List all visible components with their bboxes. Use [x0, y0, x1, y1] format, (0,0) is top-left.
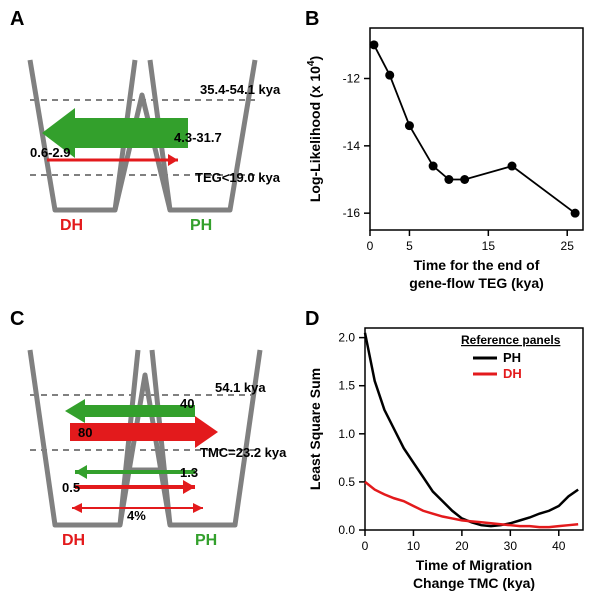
panel-a: A 35.4-54.1 kya TEG<19.0 kya 4.3-31.7 0.6-2…	[0, 0, 300, 300]
svg-text:0: 0	[367, 239, 374, 253]
svg-text:TMC=23.2 kya: TMC=23.2 kya	[200, 445, 287, 460]
svg-text:25: 25	[561, 239, 575, 253]
svg-text:-12: -12	[343, 72, 361, 86]
svg-text:0: 0	[362, 539, 369, 553]
panel-c: C 54.1 kya TMC=23.2 kya 40 80 1.3 0.5 4% DH PH	[0, 300, 300, 600]
svg-text:54.1 kya: 54.1 kya	[215, 380, 266, 395]
panel-b-svg: 0 5 15 25 -16 -14 -12 Time for the end of gene-f…	[300, 0, 598, 300]
panel-d-svg: 0 10 20 30 40 0.0 0.5 1.0 1.5 2.0 Time of Migratio…	[300, 300, 598, 600]
svg-text:0.0: 0.0	[338, 523, 355, 537]
svg-text:DH: DH	[60, 217, 83, 234]
svg-text:-16: -16	[343, 206, 361, 220]
svg-text:1.0: 1.0	[338, 427, 355, 441]
svg-text:Log-Likelihood (x 104): Log-Likelihood (x 104)	[306, 56, 323, 202]
svg-text:4%: 4%	[127, 508, 146, 523]
svg-text:DH: DH	[503, 366, 522, 381]
svg-text:35.4-54.1 kya: 35.4-54.1 kya	[200, 82, 281, 97]
svg-text:DH: DH	[62, 532, 85, 549]
svg-text:Change TMC (kya): Change TMC (kya)	[413, 575, 535, 591]
svg-text:1.3: 1.3	[180, 465, 198, 480]
panel-d: D 0 10 20 30 40 0.0 0.5 1.0 1.5 2.0 Time of Migrat…	[300, 300, 598, 600]
panel-c-svg: 54.1 kya TMC=23.2 kya 40 80 1.3 0.5 4% DH PH	[0, 300, 300, 600]
panel-b: B 0 5 15 25 -16 -14 -12 Time for the end of gene…	[300, 0, 598, 300]
panel-d-label: D	[305, 308, 319, 331]
svg-text:Reference panels: Reference panels	[461, 333, 561, 347]
svg-text:Time of Migration: Time of Migration	[416, 557, 532, 573]
svg-text:gene-flow TEG (kya): gene-flow TEG (kya)	[409, 275, 544, 291]
svg-text:5: 5	[406, 239, 413, 253]
svg-text:TEG<19.0 kya: TEG<19.0 kya	[195, 170, 281, 185]
svg-text:4.3-31.7: 4.3-31.7	[174, 130, 222, 145]
svg-text:PH: PH	[195, 532, 217, 549]
svg-text:40: 40	[552, 539, 566, 553]
svg-text:Least Square Sum: Least Square Sum	[307, 368, 323, 490]
panel-a-label: A	[10, 8, 24, 31]
svg-text:PH: PH	[190, 217, 212, 234]
panel-a-svg: 35.4-54.1 kya TEG<19.0 kya 4.3-31.7 0.6-2.9…	[0, 0, 300, 300]
panel-b-label: B	[305, 8, 319, 31]
svg-text:30: 30	[504, 539, 518, 553]
svg-text:1.5: 1.5	[338, 379, 355, 393]
svg-text:10: 10	[407, 539, 421, 553]
svg-text:80: 80	[78, 425, 92, 440]
svg-text:-14: -14	[343, 139, 361, 153]
svg-text:40: 40	[180, 396, 194, 411]
svg-text:0.5: 0.5	[62, 480, 80, 495]
svg-text:15: 15	[482, 239, 496, 253]
svg-text:20: 20	[455, 539, 469, 553]
panel-c-label: C	[10, 308, 24, 331]
svg-text:0.5: 0.5	[338, 475, 355, 489]
svg-text:PH: PH	[503, 350, 521, 365]
svg-text:0.6-2.9: 0.6-2.9	[30, 145, 70, 160]
svg-text:2.0: 2.0	[338, 331, 355, 345]
svg-text:Time for the end of: Time for the end of	[414, 257, 540, 273]
